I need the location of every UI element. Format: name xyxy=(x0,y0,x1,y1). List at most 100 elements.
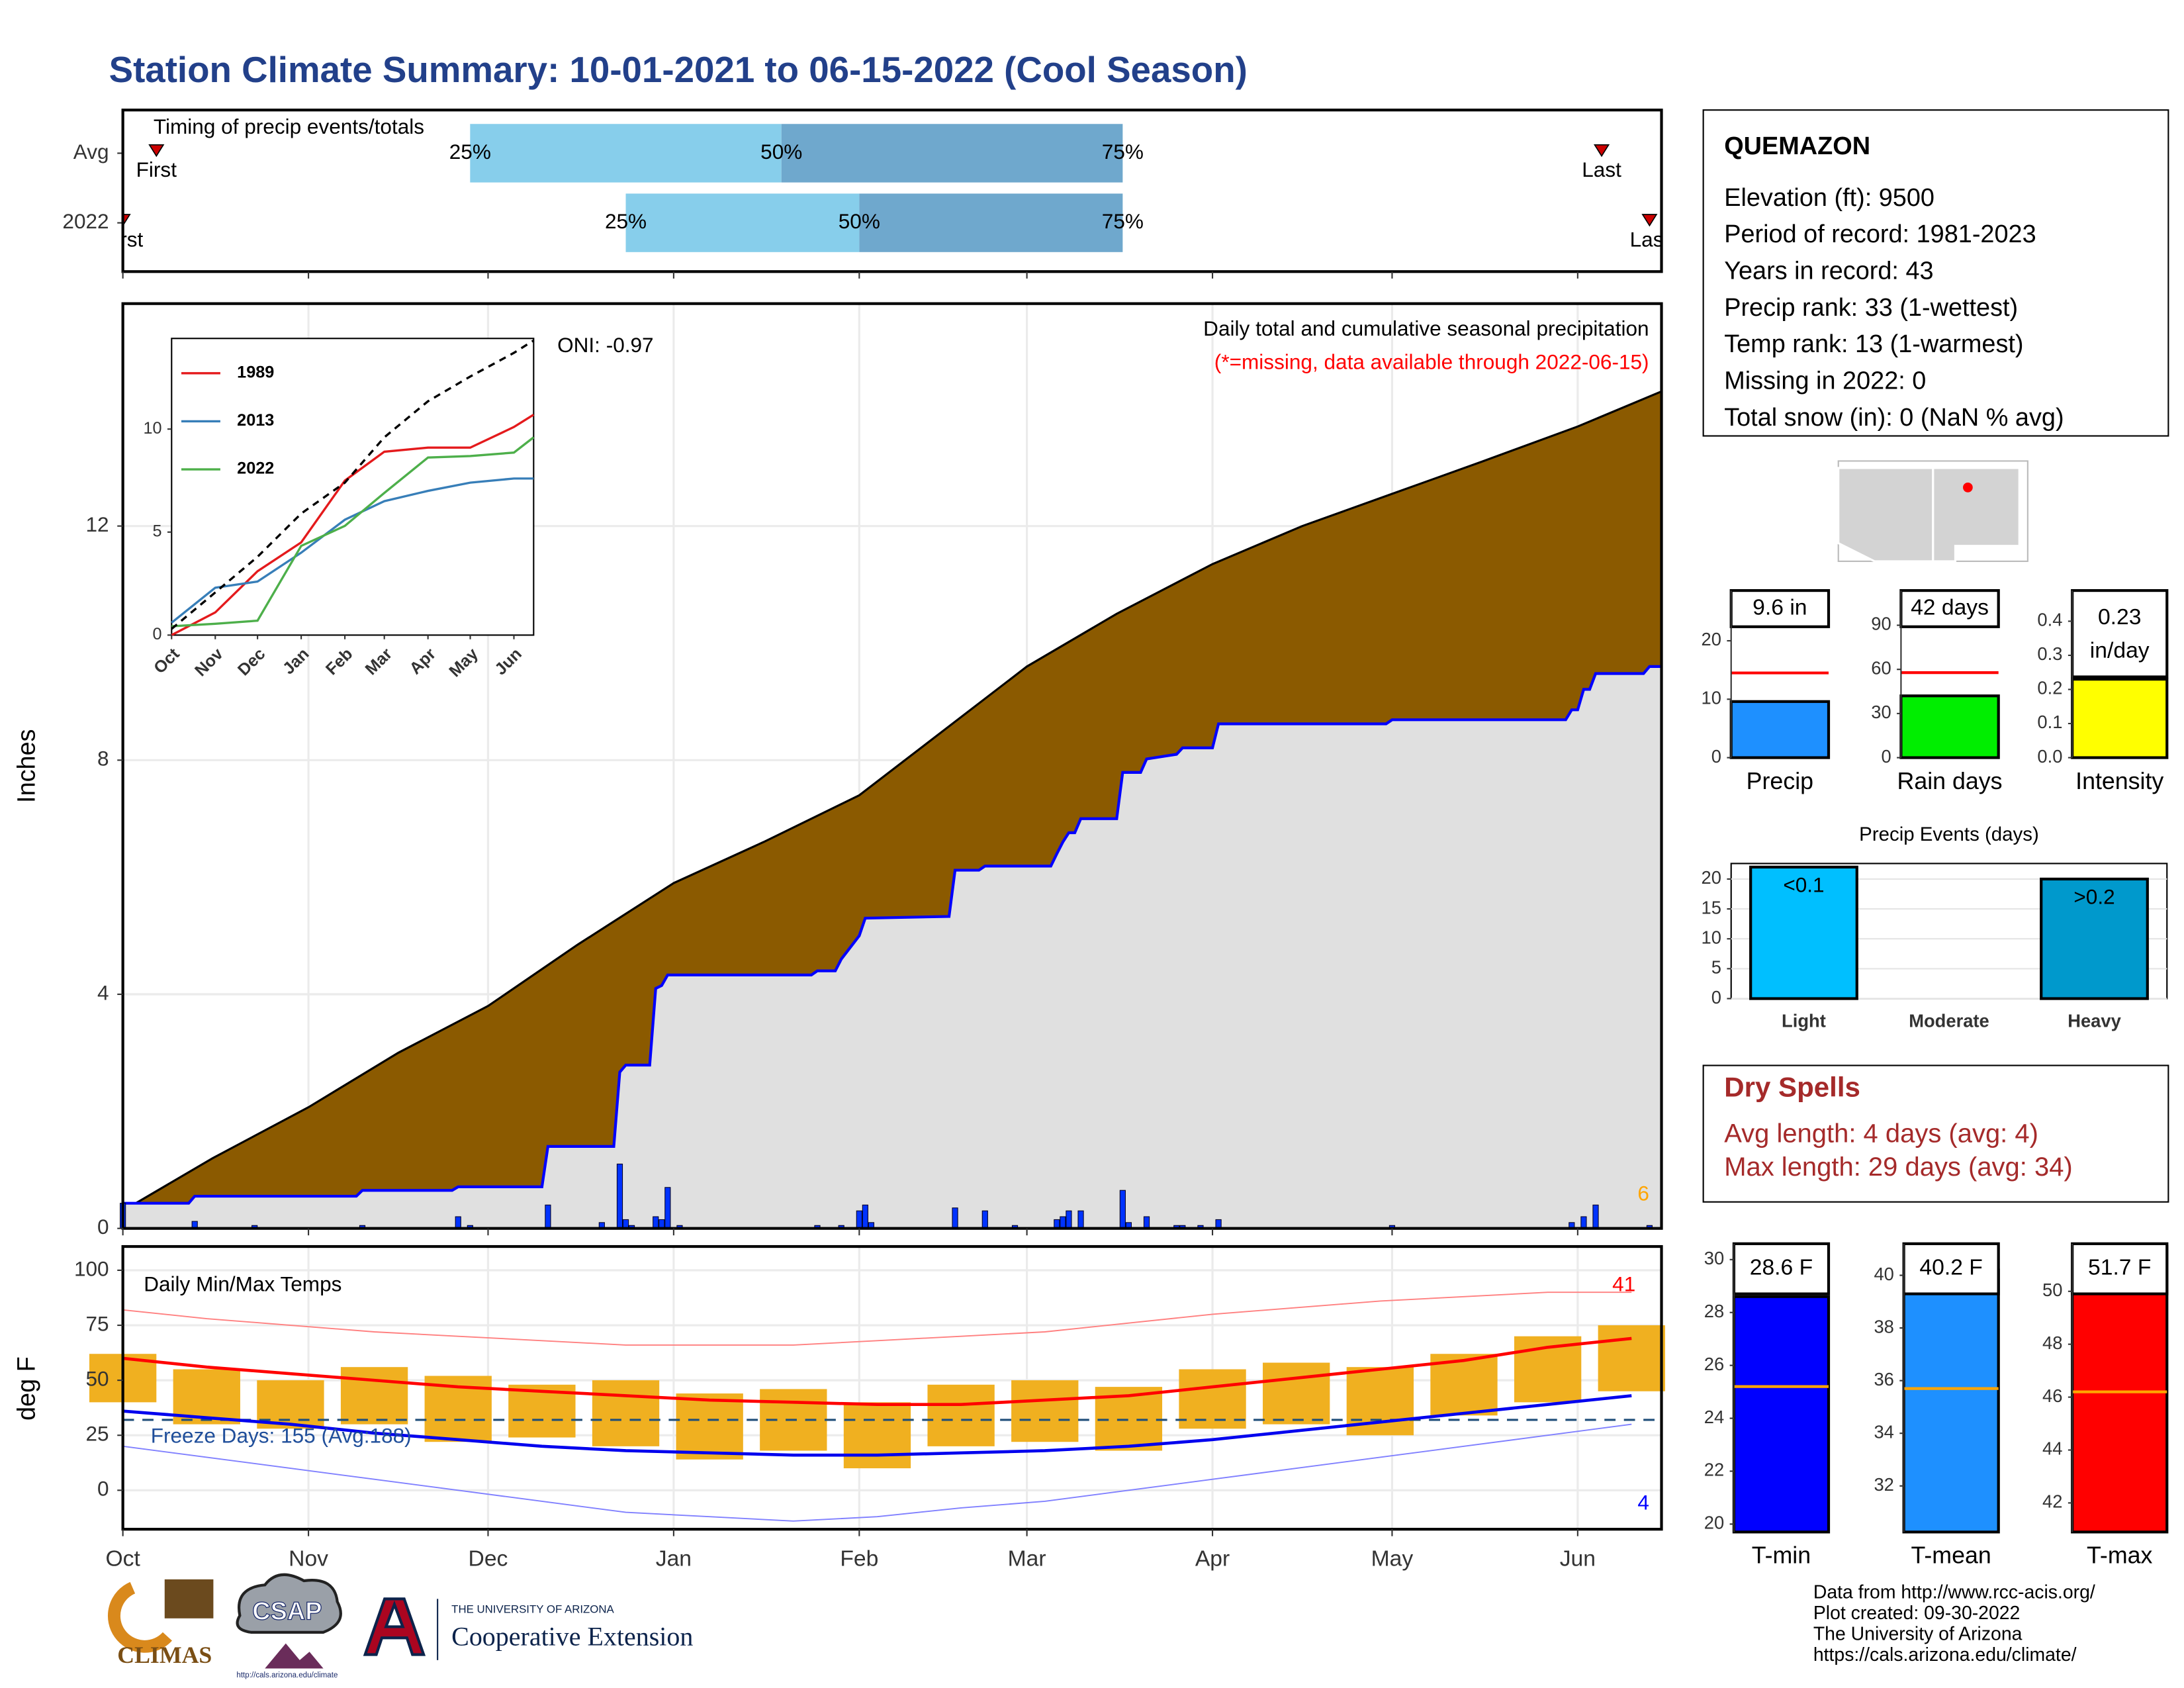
y-tick-label: 42 xyxy=(2042,1491,2062,1512)
event-marker xyxy=(1641,214,1658,227)
csap-url: http://cals.arizona.edu/climate xyxy=(236,1671,338,1679)
y-tick-label: 5 xyxy=(1711,957,1721,978)
daily-precip-bar xyxy=(1066,1210,1072,1229)
average-line xyxy=(122,1336,1632,1407)
y-tick-label: 15 xyxy=(1702,897,1721,917)
climas-logo-text: CLIMAS xyxy=(117,1642,212,1668)
csap-cloud xyxy=(236,1573,342,1634)
x-tick-label: Mar xyxy=(1008,1546,1046,1571)
y-tick-label: 75 xyxy=(86,1311,109,1335)
y-tick-label: 46 xyxy=(2042,1385,2062,1406)
y-tick-label: 10 xyxy=(1702,927,1721,947)
x-tick-label: Oct xyxy=(105,1546,140,1571)
unit-label: in/day xyxy=(2090,639,2150,663)
daily-precip-bar xyxy=(952,1207,958,1229)
map-new-mexico xyxy=(1932,467,2021,563)
csap-logo-text: CSAP xyxy=(252,1597,322,1625)
climas-logo-block xyxy=(164,1579,214,1618)
temp-range-bar xyxy=(1011,1380,1079,1442)
percentile-label: 25% xyxy=(605,209,647,233)
chart-subtitle: (*=missing, data available through 2022-… xyxy=(1214,350,1649,373)
y-tick-label: 0.2 xyxy=(2037,678,2062,698)
event-marker xyxy=(1594,144,1610,158)
y-tick-label: 0.0 xyxy=(2037,746,2062,767)
x-tick-label: May xyxy=(1371,1546,1414,1571)
station-name: QUEMAZON xyxy=(1724,132,1870,160)
footer-line: Plot created: 09-30-2022 xyxy=(1813,1603,2021,1624)
y-tick-label: Avg xyxy=(73,140,109,164)
y-tick-label: 5 xyxy=(153,522,162,540)
min-annotation: 4 xyxy=(1637,1491,1649,1515)
event-label: First xyxy=(136,158,177,181)
info-lines: Elevation (ft): 9500 Period of record: 19… xyxy=(1724,184,2064,432)
y-tick-label: 48 xyxy=(2042,1333,2062,1353)
bar xyxy=(1899,694,2000,759)
value-label-box xyxy=(1729,588,1831,628)
bar xyxy=(2040,877,2149,1000)
y-tick-label: 8 xyxy=(97,747,109,771)
y-tick-label: 44 xyxy=(2042,1438,2062,1459)
oni-annotation: ONI: -0.97 xyxy=(557,333,654,357)
x-tick-label: Dec xyxy=(469,1546,508,1571)
daily-precip-bar xyxy=(545,1204,551,1229)
y-tick-label: 24 xyxy=(1704,1407,1724,1427)
max-annotation: 41 xyxy=(1612,1272,1635,1295)
plot-frame xyxy=(121,1244,1663,1531)
y-tick-label: 26 xyxy=(1704,1354,1724,1374)
range-bar xyxy=(625,193,860,252)
percentile-label: 75% xyxy=(1102,209,1144,233)
x-tick-label: Jun xyxy=(1560,1546,1596,1571)
temp-range-bar xyxy=(1179,1369,1246,1429)
event-label: Last xyxy=(1630,227,1670,251)
x-tick-label: Feb xyxy=(840,1546,878,1571)
temp-range-bar xyxy=(1263,1362,1330,1425)
y-tick-label: 4 xyxy=(97,980,109,1004)
average-line xyxy=(122,390,1662,1212)
y-tick-label: 30 xyxy=(1871,702,1891,722)
event-label: Last xyxy=(1582,158,1621,181)
info-box xyxy=(1702,109,2169,437)
y-tick-label: 34 xyxy=(1874,1421,1893,1442)
bar xyxy=(1902,1268,2000,1534)
info-line: Total snow (in): 0 (NaN % avg) xyxy=(1724,404,2064,432)
category-label: T-min xyxy=(1752,1542,1811,1569)
bar xyxy=(1729,700,1831,759)
footer-line: Data from http://www.rcc-acis.org/ xyxy=(1813,1581,2095,1603)
y-tick-label: 0.3 xyxy=(2037,643,2062,664)
x-tick-label: Apr xyxy=(1195,1546,1230,1571)
dry-spells-box xyxy=(1702,1064,2169,1203)
daily-precip-bar xyxy=(664,1187,671,1229)
record-line xyxy=(122,1423,1632,1522)
category-label: T-mean xyxy=(1911,1542,1991,1569)
record-line xyxy=(122,1291,1632,1346)
value-label: 40.2 F xyxy=(1919,1256,1982,1280)
plot-frame xyxy=(121,109,1663,273)
legend-label: 1989 xyxy=(237,363,274,382)
x-tick-label: Jan xyxy=(656,1546,692,1571)
value-label: 9.6 in xyxy=(1752,595,1807,620)
info-line: Elevation (ft): 9500 xyxy=(1724,184,1934,212)
value-label: 42 days xyxy=(1911,595,1989,620)
threshold-label: >0.2 xyxy=(2073,885,2115,909)
value-label: 51.7 F xyxy=(2088,1256,2151,1280)
event-marker xyxy=(148,144,165,158)
category-label: Rain days xyxy=(1897,768,2003,794)
station-location xyxy=(1963,483,1973,492)
event-label: First xyxy=(103,227,144,251)
threshold-label: <0.1 xyxy=(1783,873,1824,897)
info-line: Years in record: 43 xyxy=(1724,258,1933,285)
y-tick-label: 32 xyxy=(1874,1474,1893,1495)
info-line: Temp rank: 13 (1-warmest) xyxy=(1724,330,2023,358)
dry-spells-line: Avg length: 4 days (avg: 4) xyxy=(1724,1119,2038,1148)
daily-precip-bar xyxy=(1077,1210,1084,1229)
percentile-label: 50% xyxy=(760,140,802,164)
range-bar xyxy=(470,124,782,183)
y-tick-label: 30 xyxy=(1704,1248,1724,1268)
y-tick-label: 50 xyxy=(2042,1280,2062,1300)
timing-panel: 25% 50% 75% First Last 25% 50% 75% First Last Timi… xyxy=(103,110,1670,272)
temp-range-bar xyxy=(1598,1325,1665,1391)
count-annotation: 6 xyxy=(1637,1182,1649,1205)
info-line: Missing in 2022: 0 xyxy=(1724,367,1926,395)
page-title: Station Climate Summary: 10-01-2021 to 0… xyxy=(109,49,1248,90)
y-tick-label: 20 xyxy=(1702,867,1721,888)
